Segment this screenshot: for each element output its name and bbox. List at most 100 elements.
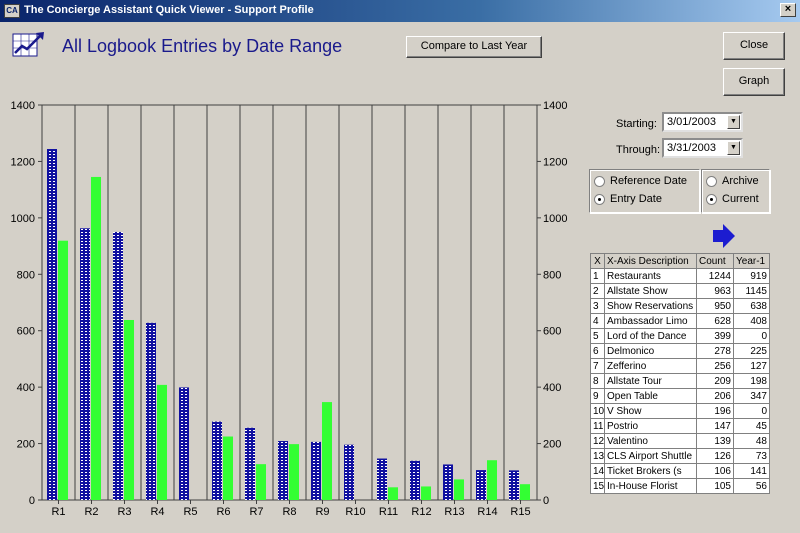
x-tick-label: R2 [84, 506, 98, 518]
through-date-select[interactable]: 3/31/2003 ▼ [662, 138, 743, 158]
table-row[interactable]: 3 Show Reservations 950 638 [590, 298, 770, 314]
table-row[interactable]: 5 Lord of the Dance 399 0 [590, 328, 770, 344]
table-row[interactable]: 11 Postrio 147 45 [590, 418, 770, 434]
y-tick-label: 200 [17, 439, 35, 451]
graph-button[interactable]: Graph [723, 68, 785, 96]
arrow-right-icon[interactable] [713, 224, 735, 248]
title-bar: CA The Concierge Assistant Quick Viewer … [0, 0, 800, 22]
y2-tick-label: 1400 [543, 100, 567, 112]
close-button[interactable]: Close [723, 32, 785, 60]
x-tick-label: R9 [315, 506, 329, 518]
bar-year1 [520, 484, 530, 500]
table-row[interactable]: 13 CLS Airport Shuttle 126 73 [590, 448, 770, 464]
y-tick-label: 0 [29, 495, 35, 507]
table-row[interactable]: 14 Ticket Brokers (s 106 141 [590, 463, 770, 479]
y-tick-label: 1400 [11, 100, 35, 112]
chevron-down-icon[interactable]: ▼ [727, 141, 740, 155]
y2-tick-label: 1000 [543, 213, 567, 225]
row-year1: 56 [733, 478, 770, 494]
x-tick-label: R8 [282, 506, 296, 518]
row-year1: 638 [733, 298, 770, 314]
table-row[interactable]: 8 Allstate Tour 209 198 [590, 373, 770, 389]
row-count: 950 [696, 298, 734, 314]
row-description: Valentino [604, 433, 697, 449]
radio-label: Archive [722, 175, 759, 187]
bar-current [113, 231, 123, 500]
window-title: The Concierge Assistant Quick Viewer - S… [24, 4, 314, 16]
grid-header-year1[interactable]: Year-1 [733, 253, 770, 269]
row-year1: 347 [733, 388, 770, 404]
grid-header-row: X X-Axis Description Count Year-1 [590, 253, 770, 269]
x-tick-label: R13 [444, 506, 464, 518]
radio-label: Entry Date [610, 193, 662, 205]
bar-current [212, 421, 222, 500]
bar-current [344, 444, 354, 500]
row-index: 4 [590, 313, 605, 329]
radio-label: Reference Date [610, 175, 688, 187]
grid-header-x[interactable]: X [590, 253, 605, 269]
y-tick-label: 600 [17, 326, 35, 338]
table-row[interactable]: 15 In-House Florist 105 56 [590, 478, 770, 494]
row-description: Allstate Tour [604, 373, 697, 389]
bar-current [80, 228, 90, 500]
row-year1: 0 [733, 328, 770, 344]
row-count: 147 [696, 418, 734, 434]
row-description: Ticket Brokers (s [604, 463, 697, 479]
bar-year1 [58, 240, 68, 501]
bar-year1 [223, 436, 233, 500]
row-index: 8 [590, 373, 605, 389]
x-tick-label: R14 [477, 506, 497, 518]
row-description: In-House Florist [604, 478, 697, 494]
bar-current [377, 458, 387, 500]
bar-year1 [91, 176, 101, 501]
y2-tick-label: 1200 [543, 156, 567, 168]
bar-current [146, 322, 156, 500]
row-count: 126 [696, 448, 734, 464]
grid-header-count[interactable]: Count [696, 253, 734, 269]
bar-year1 [487, 460, 497, 500]
y2-tick-label: 200 [543, 439, 561, 451]
row-count: 139 [696, 433, 734, 449]
table-row[interactable]: 9 Open Table 206 347 [590, 388, 770, 404]
table-row[interactable]: 2 Allstate Show 963 1145 [590, 283, 770, 299]
row-count: 963 [696, 283, 734, 299]
starting-date-value: 3/01/2003 [667, 116, 716, 128]
grid-header-description[interactable]: X-Axis Description [604, 253, 697, 269]
row-description: Lord of the Dance [604, 328, 697, 344]
row-index: 12 [590, 433, 605, 449]
row-year1: 919 [733, 268, 770, 284]
bar-year1 [388, 487, 398, 500]
data-grid: X X-Axis Description Count Year-1 1 Restaura… [590, 253, 770, 494]
table-row[interactable]: 4 Ambassador Limo 628 408 [590, 313, 770, 329]
table-row[interactable]: 7 Zefferino 256 127 [590, 358, 770, 374]
bar-year1 [157, 384, 167, 500]
starting-date-select[interactable]: 3/01/2003 ▼ [662, 112, 743, 132]
table-row[interactable]: 10 V Show 196 0 [590, 403, 770, 419]
row-count: 399 [696, 328, 734, 344]
bar-current [443, 464, 453, 500]
bar-current [278, 441, 288, 500]
row-year1: 127 [733, 358, 770, 374]
bar-year1 [421, 486, 431, 500]
compare-last-year-button[interactable]: Compare to Last Year [406, 36, 542, 58]
table-row[interactable]: 12 Valentino 139 48 [590, 433, 770, 449]
x-tick-label: R5 [183, 506, 197, 518]
bar-current [311, 441, 321, 500]
chart-icon [12, 32, 44, 57]
row-index: 11 [590, 418, 605, 434]
bar-chart: 0 200 400 600 800 1000 1200 1400 0 200 400 600 800 10… [11, 100, 568, 518]
window-close-button[interactable]: × [780, 3, 796, 17]
row-year1: 1145 [733, 283, 770, 299]
row-year1: 225 [733, 343, 770, 359]
y2-tick-label: 800 [543, 269, 561, 281]
x-tick-label: R7 [249, 506, 263, 518]
x-tick-label: R4 [150, 506, 164, 518]
data-source-group [701, 169, 770, 213]
table-row[interactable]: 1 Restaurants 1244 919 [590, 268, 770, 284]
row-year1: 48 [733, 433, 770, 449]
row-count: 196 [696, 403, 734, 419]
through-date-value: 3/31/2003 [667, 142, 716, 154]
table-row[interactable]: 6 Delmonico 278 225 [590, 343, 770, 359]
chevron-down-icon[interactable]: ▼ [727, 115, 740, 129]
row-description: Allstate Show [604, 283, 697, 299]
